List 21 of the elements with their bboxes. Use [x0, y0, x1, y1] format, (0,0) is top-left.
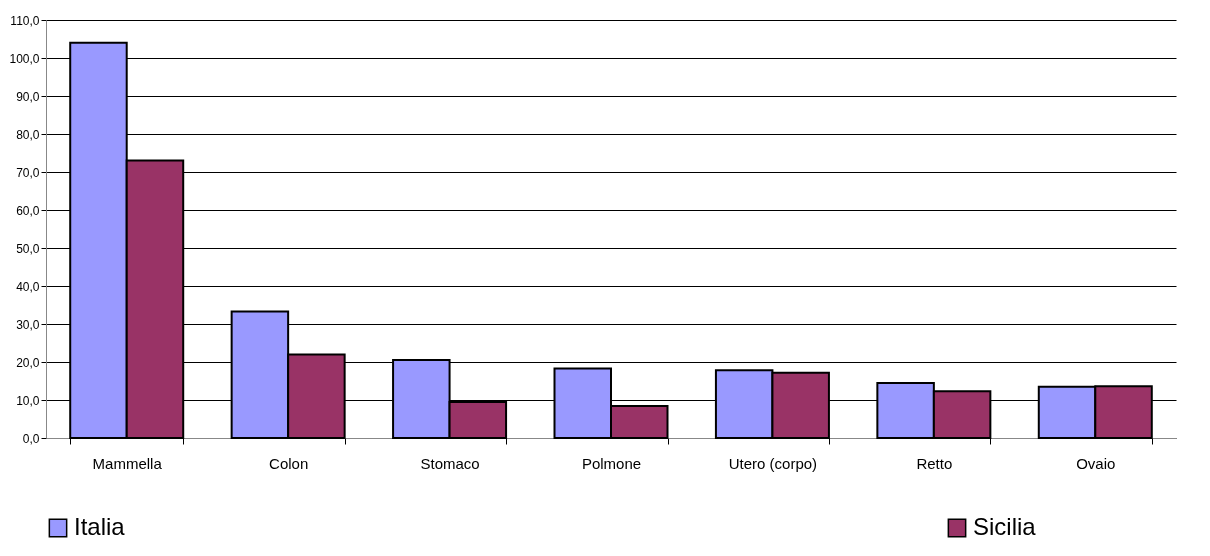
legend-label: Italia	[74, 513, 126, 540]
x-tick-label: Utero (corpo)	[728, 454, 818, 472]
legend-label: Sicilia	[973, 513, 1037, 540]
y-tick-label: 50,0	[16, 241, 40, 256]
x-tick-label: Polmone	[581, 454, 642, 472]
x-tick-label: Colon	[269, 454, 309, 472]
y-tick-label: 70,0	[16, 165, 40, 180]
y-tick-label: 80,0	[16, 127, 40, 142]
y-tick-label: 110,0	[10, 13, 40, 28]
y-tick-label: 20,0	[16, 355, 40, 370]
x-tick-label: Mammella	[92, 454, 163, 472]
y-tick-label: 0,0	[22, 431, 40, 446]
x-tick-label: Stomaco	[420, 454, 480, 472]
y-tick-label: 30,0	[16, 317, 40, 332]
x-tick-label: Ovaio	[1076, 454, 1116, 472]
y-tick-label: 60,0	[16, 203, 40, 218]
y-tick-label: 40,0	[16, 279, 40, 294]
y-tick-label: 10,0	[16, 393, 40, 408]
x-tick-label: Retto	[916, 454, 953, 472]
y-tick-label: 100,0	[9, 51, 40, 66]
y-tick-label: 90,0	[16, 89, 40, 104]
